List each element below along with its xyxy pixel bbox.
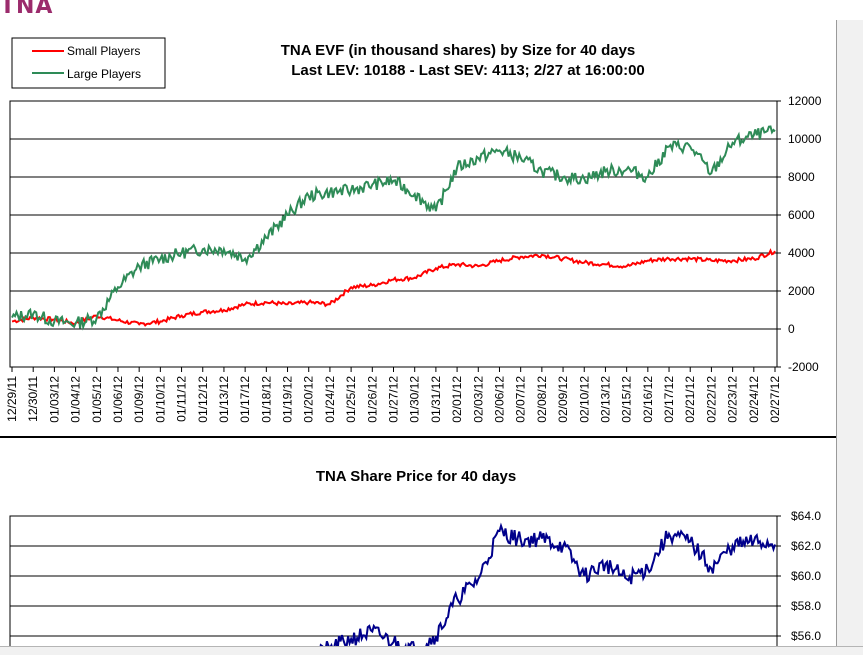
- evf-x-tick-label: 02/13/12: [598, 376, 612, 423]
- evf-grid: [10, 138, 777, 330]
- evf-chart-title: TNA EVF (in thousand shares) by Size for…: [281, 42, 636, 59]
- legend-large-label: Large Players: [67, 67, 141, 81]
- evf-x-tick-label: 01/20/12: [302, 376, 316, 423]
- evf-x-tick-label: 02/10/12: [577, 376, 591, 423]
- evf-x-tick-label: 01/12/12: [196, 376, 210, 423]
- evf-x-tick-label: 01/19/12: [281, 376, 295, 423]
- evf-x-tick-label: 02/21/12: [683, 376, 697, 423]
- evf-x-tick-label: 01/30/12: [408, 376, 422, 423]
- evf-x-tick-label: 02/09/12: [556, 376, 570, 423]
- evf-x-tick-label: 02/15/12: [620, 376, 634, 423]
- bottom-edge: [0, 646, 863, 655]
- evf-plot-area: [9, 100, 778, 368]
- evf-x-tick-label: 01/31/12: [429, 376, 443, 423]
- evf-x-tick-label: 02/27/12: [768, 376, 782, 423]
- evf-x-axis: 12/29/11 12/30/11 01/03/12 01/04/12 01/05/12…: [5, 367, 782, 423]
- evf-x-tick-label: 01/04/12: [69, 376, 83, 423]
- evf-x-tick-label: 01/11/12: [175, 376, 189, 422]
- evf-y-tick-label: 10000: [788, 132, 822, 146]
- evf-x-tick-label: 01/05/12: [90, 376, 104, 423]
- evf-x-tick-label: 02/07/12: [514, 376, 528, 423]
- price-y-tick-label: $56.0: [791, 629, 821, 643]
- series-share-price-line: [314, 522, 776, 654]
- evf-y-tick-label: 6000: [788, 208, 815, 222]
- ticker-title: TNA: [0, 0, 54, 19]
- evf-x-tick-label: 02/03/12: [471, 376, 485, 423]
- evf-x-tick-label: 02/17/12: [662, 376, 676, 423]
- evf-legend: Small Players Large Players: [11, 37, 166, 89]
- evf-x-tick-label: 01/24/12: [323, 376, 337, 423]
- evf-x-tick-label: 01/13/12: [217, 376, 231, 423]
- evf-x-tick-label: 02/08/12: [535, 376, 549, 423]
- price-y-tick-label: $64.0: [791, 509, 821, 523]
- series-small-players-line: [11, 248, 776, 327]
- evf-x-tick-label: 12/30/11: [26, 376, 40, 422]
- evf-x-tick-label: 01/17/12: [238, 376, 252, 423]
- evf-chart: TNA EVF (in thousand shares) by Size for…: [5, 37, 822, 423]
- evf-x-tick-label: 01/09/12: [132, 376, 146, 423]
- evf-x-tick-label: 01/06/12: [111, 376, 125, 423]
- evf-y-axis: 12000 10000 8000 6000 4000 2000 0 -2000: [777, 94, 822, 374]
- evf-x-tick-label: 01/03/12: [47, 376, 61, 423]
- evf-x-tick-label: 01/26/12: [365, 376, 379, 423]
- evf-x-tick-label: 02/24/12: [747, 376, 761, 423]
- evf-x-tick-label: 02/16/12: [641, 376, 655, 423]
- evf-y-tick-label: 4000: [788, 246, 815, 260]
- evf-y-tick-label: 8000: [788, 170, 815, 184]
- legend-box: [11, 37, 166, 89]
- legend-small-label: Small Players: [67, 44, 140, 58]
- evf-x-tick-label: 01/25/12: [344, 376, 358, 423]
- evf-x-tick-label: 01/10/12: [153, 376, 167, 423]
- evf-y-tick-label: 2000: [788, 284, 815, 298]
- price-grid: [10, 545, 777, 637]
- evf-y-tick-label: 0: [788, 322, 795, 336]
- price-y-tick-label: $58.0: [791, 599, 821, 613]
- price-y-axis: $64.0$62.0$60.0$58.0$56.0$54.0: [777, 509, 821, 643]
- price-chart: TNA Share Price for 40 days $64.0 $62.0 $6…: [9, 468, 821, 654]
- evf-y-tick-label: -2000: [788, 360, 819, 374]
- evf-x-tick-label: 12/29/11: [5, 376, 19, 422]
- evf-x-tick-label: 02/01/12: [450, 376, 464, 423]
- evf-x-tick-label: 02/06/12: [492, 376, 506, 423]
- price-plot-area: [9, 515, 778, 654]
- price-y-tick-label: $60.0: [791, 569, 821, 583]
- evf-y-tick-label: 12000: [788, 94, 822, 108]
- page-header: TNA: [0, 0, 863, 20]
- evf-x-tick-label: 01/18/12: [259, 376, 273, 423]
- evf-x-tick-label: 02/23/12: [726, 376, 740, 423]
- price-y-tick-label: $62.0: [791, 539, 821, 553]
- evf-chart-subtitle: Last LEV: 10188 - Last SEV: 4113; 2/27 a…: [291, 62, 645, 79]
- evf-x-tick-label: 01/27/12: [387, 376, 401, 423]
- price-chart-title: TNA Share Price for 40 days: [316, 468, 516, 485]
- series-large-players-line: [11, 125, 776, 331]
- evf-x-tick-label: 02/22/12: [704, 376, 718, 423]
